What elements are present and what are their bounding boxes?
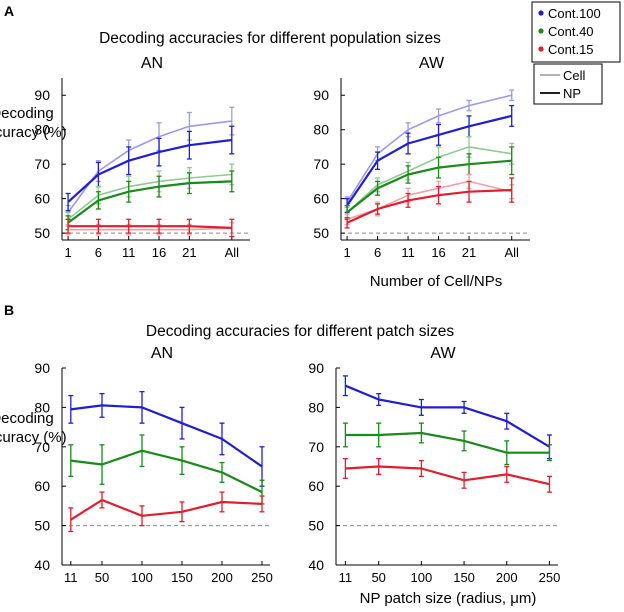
b-aw-y-tick-label: 40: [308, 557, 324, 573]
b-an-subplot-title: AN: [151, 345, 173, 362]
b-an-cont-100-np-line: [70, 404, 263, 468]
a-an-subplot-title: AN: [141, 55, 163, 72]
b-an-y-tick-label: 90: [34, 360, 50, 376]
b-an-x-tick-label: 150: [171, 570, 193, 585]
panel-b-xlabel: NP patch size (radius, μm): [360, 590, 537, 607]
a-an-cont-100-cell-line: [67, 120, 232, 213]
panel-a-letter: A: [4, 3, 14, 19]
a-aw-y-tick-label: 90: [313, 87, 329, 103]
b-an-y-tick-label: 70: [34, 439, 50, 455]
a-an-y-tick-label: 60: [34, 191, 50, 207]
a-aw-cont-100-cell-line: [346, 94, 512, 203]
b-aw-subplot-title: AW: [430, 345, 456, 362]
b-an-cont-15-np-line: [70, 498, 263, 521]
legend-label-cont100: Cont.100: [548, 6, 601, 21]
b-aw-y-tick-label: 50: [308, 518, 324, 534]
b-aw-y-tick-label: 90: [308, 360, 324, 376]
a-an-cont-100-np-line: [67, 138, 232, 203]
a-an-y-tick-label: 80: [34, 122, 50, 138]
panel-a-xlabel: Number of Cell/NPs: [370, 273, 503, 290]
a-an-x-tick-label: 6: [95, 245, 102, 260]
b-an-y-tick-label: 50: [34, 518, 50, 534]
legend-label-cell: Cell: [563, 68, 586, 83]
panel-b-title: Decoding accuracies for different patch …: [146, 323, 454, 340]
a-aw-cont-100-np-line: [346, 114, 512, 207]
chart-panel-b-an: AN 40 50 60 70 80 90 11 50 100 150 200 250: [34, 345, 272, 585]
a-an-x-tick-label: 21: [182, 245, 196, 260]
b-aw-cont-40-np-line: [345, 431, 550, 454]
a-aw-x-tick-label: 11: [401, 245, 415, 260]
b-aw-cont-100-np-line: [344, 384, 551, 448]
a-an-cont-15-np-line: [68, 225, 232, 229]
legend-types: Cell NP: [533, 63, 603, 105]
b-aw-x-tick-label: 200: [496, 570, 518, 585]
legend-dot-cont15: [538, 46, 544, 52]
b-aw-x-tick-label: 150: [453, 570, 475, 585]
legend-dot-cont40: [538, 28, 544, 34]
a-aw-cont-15-np-line: [346, 188, 512, 224]
a-aw-cont-15-cell-line: [346, 180, 512, 221]
a-an-y-tick-label: 50: [34, 225, 50, 241]
b-aw-x-tick-label: 100: [411, 570, 433, 585]
legend-conditions: Cont.100 Cont.40 Cont.15: [531, 1, 621, 63]
legend-dot-cont100: [538, 10, 544, 16]
b-an-x-tick-label: 200: [211, 570, 233, 585]
panel-b-ylabel-line1: Decoding: [0, 410, 54, 427]
legend-conditions-box: [531, 1, 621, 63]
b-aw-x-tick-label: 250: [539, 570, 561, 585]
a-an-y-tick-label: 90: [34, 87, 50, 103]
a-an-y-tick-label: 70: [34, 156, 50, 172]
a-aw-y-tick-label: 80: [313, 122, 329, 138]
a-an-x-tick-label: 16: [152, 245, 166, 260]
legend-label-cont40: Cont.40: [548, 24, 594, 39]
b-an-y-tick-label: 80: [34, 399, 50, 415]
chart-panel-b-aw: AW 40 50 60 70 80 90 11 50 100 150 200 250: [308, 345, 560, 585]
panel-a-ylabel-line2: Accuracy (%): [0, 124, 67, 141]
a-an-x-tick-label: All: [225, 245, 240, 260]
a-aw-y-tick-label: 50: [313, 225, 329, 241]
a-an-cont-40-np-line: [67, 180, 232, 224]
b-an-cont-40-np-line: [70, 449, 263, 494]
panel-b-letter: B: [4, 302, 14, 318]
a-aw-x-tick-label: All: [504, 245, 519, 260]
a-aw-subplot-title: AW: [419, 55, 445, 72]
legend-types-box: [533, 63, 603, 105]
b-an-x-tick-label: 50: [95, 570, 109, 585]
b-an-x-tick-label: 250: [251, 570, 273, 585]
a-aw-cont-40-np-line: [346, 159, 512, 214]
b-an-y-tick-label: 60: [34, 478, 50, 494]
a-an-cont-15-cell-line: [68, 227, 232, 231]
a-aw-x-tick-label: 6: [374, 245, 381, 260]
a-aw-x-tick-label: 1: [343, 245, 350, 260]
panel-b-ylabel-line2: Accuracy (%): [0, 429, 67, 446]
a-an-x-tick-label: 11: [122, 245, 136, 260]
b-an-x-tick-label: 11: [64, 570, 78, 585]
b-an-y-tick-label: 40: [34, 557, 50, 573]
b-aw-y-tick-label: 60: [308, 478, 324, 494]
b-aw-y-tick-label: 80: [308, 399, 324, 415]
a-aw-cont-40-cell-line: [346, 146, 512, 213]
legend-label-cont15: Cont.15: [548, 42, 594, 57]
panel-a-ylabel-line1: Decoding: [0, 105, 54, 122]
b-aw-x-tick-label: 11: [339, 570, 353, 585]
a-aw-x-tick-label: 16: [431, 245, 445, 260]
legend-label-np: NP: [563, 86, 581, 101]
b-aw-cont-15-np-line: [345, 465, 550, 486]
a-an-cont-40-cell-line: [67, 173, 232, 220]
b-aw-y-tick-label: 70: [308, 439, 324, 455]
b-an-x-tick-label: 100: [131, 570, 153, 585]
b-aw-x-tick-label: 50: [371, 570, 385, 585]
a-an-x-tick-label: 1: [64, 245, 71, 260]
panel-a-title: Decoding accuracies for different popula…: [99, 30, 441, 47]
a-aw-y-tick-label: 60: [313, 191, 329, 207]
a-aw-y-tick-label: 70: [313, 156, 329, 172]
a-aw-x-tick-label: 21: [462, 245, 476, 260]
